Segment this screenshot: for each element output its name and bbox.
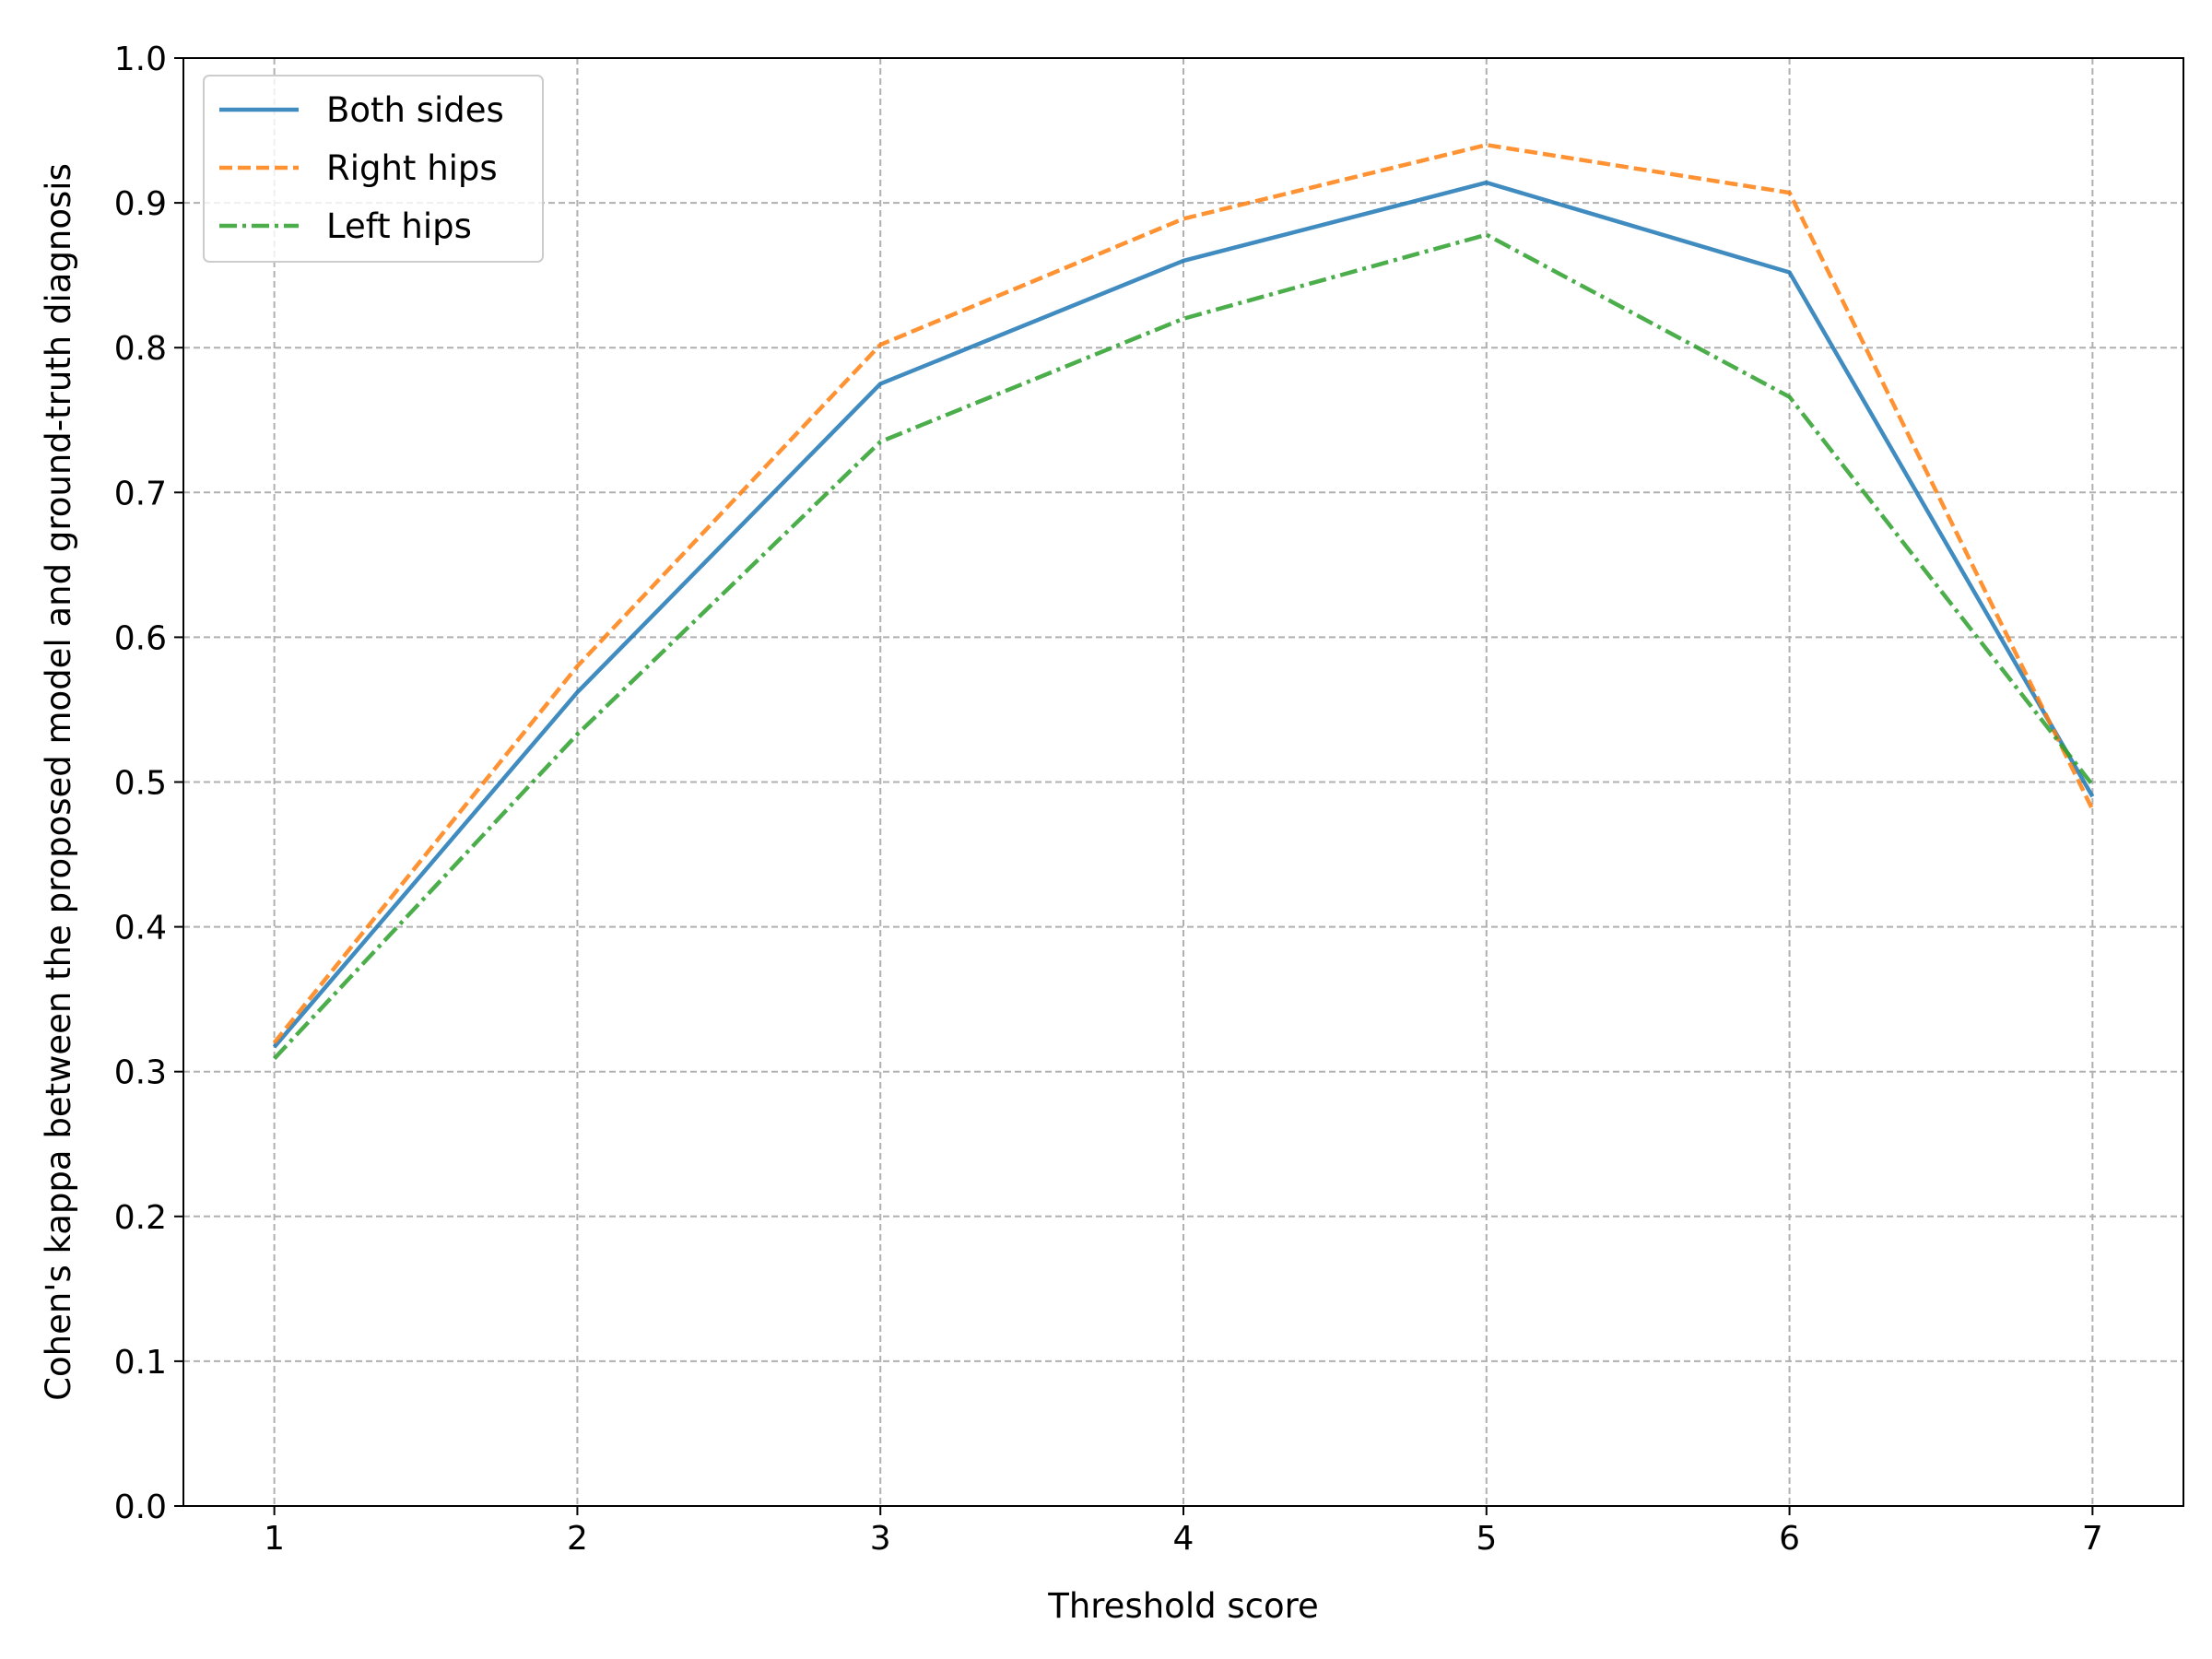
x-tick-label: 1 — [264, 1520, 285, 1558]
y-tick-label: 0.1 — [114, 1344, 167, 1382]
x-tick-label: 4 — [1173, 1520, 1194, 1558]
series-lines — [272, 143, 2095, 1061]
y-tick-label: 0.0 — [114, 1488, 167, 1526]
y-tick-label: 0.8 — [114, 330, 167, 368]
axis-ticks: 1 2 3 4 5 6 7 0.0 0.1 0.2 0.3 0.4 0.5 0.6 0.7 0.8 0.9 1.0 — [114, 41, 2103, 1558]
series-line-right-hips — [272, 143, 2095, 1044]
y-tick-label: 0.3 — [114, 1054, 167, 1092]
y-tick-label: 0.6 — [114, 619, 167, 657]
x-axis-label: Threshold score — [1047, 1586, 1319, 1626]
legend-label: Right hips — [326, 148, 498, 188]
y-tick-label: 0.7 — [114, 475, 167, 512]
y-tick-label: 0.4 — [114, 910, 167, 947]
legend-label: Both sides — [326, 90, 504, 130]
legend-box — [203, 75, 544, 263]
x-tick-label: 2 — [567, 1520, 588, 1558]
series-line-left-hips — [272, 232, 2095, 1061]
x-tick-label: 6 — [1779, 1520, 1800, 1558]
legend: Both sides Right hips Left hips — [203, 75, 544, 263]
grid — [183, 58, 2183, 1506]
y-tick-label: 1.0 — [114, 41, 167, 78]
series-line-both-sides — [272, 180, 2095, 1049]
y-tick-label: 0.9 — [114, 185, 167, 223]
x-tick-label: 3 — [870, 1520, 891, 1558]
x-tick-label: 7 — [2082, 1520, 2103, 1558]
y-axis-label: Cohen's kappa between the proposed model… — [39, 163, 78, 1401]
legend-label: Left hips — [326, 206, 472, 246]
y-tick-label: 0.5 — [114, 765, 167, 803]
y-tick-label: 0.2 — [114, 1199, 167, 1237]
x-tick-label: 5 — [1476, 1520, 1497, 1558]
